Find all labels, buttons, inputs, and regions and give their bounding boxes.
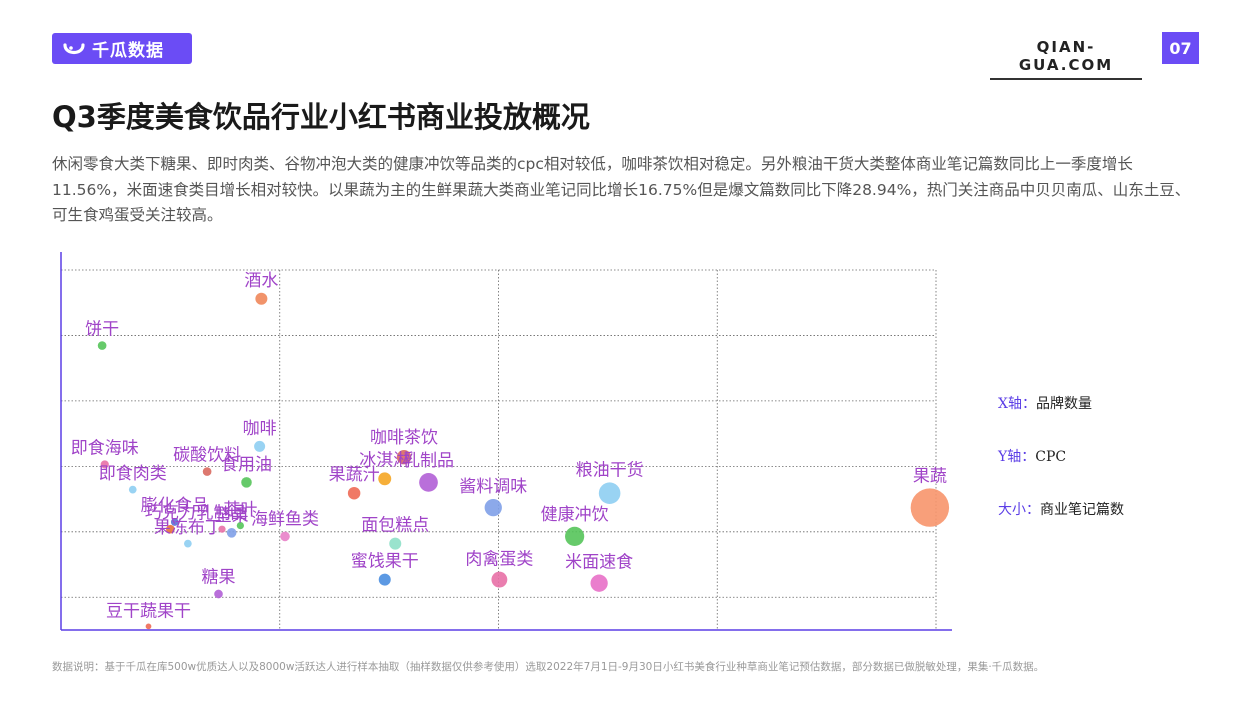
data-point [166,524,175,534]
data-point [202,467,212,476]
data-point [128,485,137,494]
legend-size: 大小：商业笔记篇数 [998,499,1124,519]
data-point [184,539,192,548]
data-point [100,460,109,469]
data-point-label: 食用油 [221,455,272,475]
data-point-label: 酒水 [244,271,278,291]
legend-y-key: Y轴： [998,449,1036,465]
data-point [910,488,950,527]
data-point-label: 即食肉类 [99,464,167,484]
legend-x-value: 品牌数量 [1035,396,1092,412]
data-point-label: 肉禽蛋类 [465,550,533,570]
data-point-label: 蜜饯果干 [351,552,419,572]
data-point [280,531,290,542]
data-point-label: 酱料调味 [459,477,527,497]
data-point [218,525,226,533]
data-point-label: 豆干蔬果干 [106,602,191,622]
data-point-label: 即食海味 [71,438,139,458]
data-point [378,573,391,586]
data-point-label: 茶叶 [223,500,257,520]
data-point [97,341,107,350]
data-point-label: 饼干 [85,319,119,339]
footnote: 数据说明：基于千瓜在库500w优质达人以及8000w活跃达人进行样本抽取（抽样数… [52,661,1045,673]
data-point [236,522,244,530]
chart-grid [61,269,937,630]
legend-size-key: 大小： [998,502,1040,518]
page-title: Q3季度美食饮品行业小红书商业投放概况 [52,100,590,134]
data-point-label: 面包糕点 [361,516,429,536]
site-url: QIAN-GUA.COM [990,38,1142,80]
data-point [226,528,237,538]
page-number: 07 [1162,32,1199,64]
legend-size-value: 商业笔记篇数 [1040,502,1124,518]
data-point-label: 糖果 [202,568,236,588]
data-point [254,440,266,452]
data-point [484,498,502,517]
data-point [378,472,392,486]
data-point-label: 健康冲饮 [541,505,609,525]
data-point-label: 乳制品 [403,451,454,471]
data-point [491,571,508,588]
data-point [170,518,179,526]
legend-y-axis: Y轴：CPC [998,446,1066,466]
data-point [598,482,621,504]
data-point [419,473,438,492]
legend-x-axis: X轴：品牌数量 [998,393,1092,413]
data-point-label: 果冻布丁 [154,518,222,538]
data-point [396,450,412,465]
data-point-label: 咖啡茶饮 [370,428,438,448]
data-point-label: 巧克力 [145,503,196,523]
data-point-label: 膨化食品 [141,496,209,516]
brand-logo-icon [63,42,85,54]
data-point-label: 果蔬 [913,466,947,486]
chart-axes [60,252,952,631]
data-point-label: 坚果 [215,506,249,526]
data-point [214,589,223,599]
data-point-label: 乳制品 [197,504,248,524]
data-point-label: 果蔬汁 [329,465,380,485]
data-point-label: 冰淇淋 [359,450,410,470]
data-point [565,526,585,546]
legend-y-value: CPC [1035,449,1067,465]
data-point-label: 海鲜鱼类 [251,510,319,530]
data-point-label: 碳酸饮料 [173,445,241,465]
data-point [389,537,402,550]
data-point-label: 米面速食 [565,553,633,573]
data-point [590,574,608,592]
data-point [241,477,252,488]
brand-name: 千瓜数据 [92,41,164,61]
brand-logo: 千瓜数据 [52,33,192,64]
data-point [145,623,152,630]
page-description: 休闲零食大类下糖果、即时肉类、谷物冲泡大类的健康冲饮等品类的cpc相对较低，咖啡… [52,155,1191,224]
data-point-label: 粮油干货 [576,460,644,480]
data-point-label: 咖啡 [243,419,277,439]
data-point [255,292,268,305]
legend-x-key: X轴： [998,396,1036,412]
data-point [347,486,361,500]
